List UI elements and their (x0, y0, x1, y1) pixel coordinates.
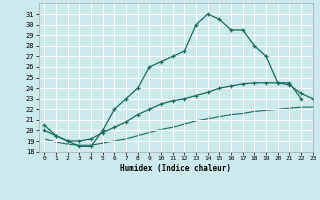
X-axis label: Humidex (Indice chaleur): Humidex (Indice chaleur) (120, 164, 231, 173)
